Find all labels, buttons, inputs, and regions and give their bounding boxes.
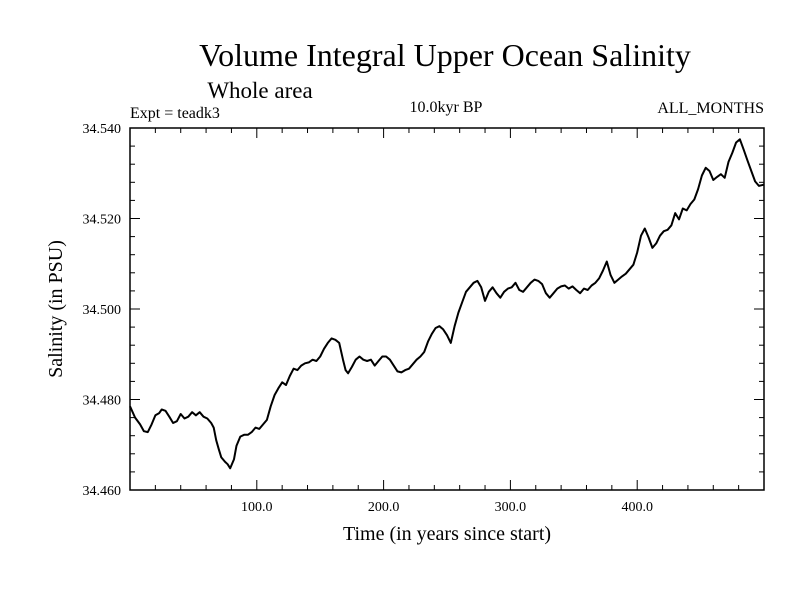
x-axis-label: Time (in years since start) bbox=[343, 523, 551, 545]
salinity-series-line bbox=[129, 138, 765, 470]
x-axis-tick-labels: 100.0 200.0 300.0 400.0 bbox=[241, 500, 653, 515]
plot-frame bbox=[129, 127, 765, 491]
months-label: ALL_MONTHS bbox=[657, 100, 764, 117]
y-axis-ticks bbox=[130, 127, 764, 491]
chart-title: Volume Integral Upper Ocean Salinity bbox=[199, 37, 691, 73]
experiment-label: Expt = teadk3 bbox=[130, 105, 220, 122]
y-tick-label: 34.540 bbox=[83, 122, 122, 137]
y-tick-label: 34.480 bbox=[83, 394, 122, 409]
x-tick-label: 300.0 bbox=[495, 500, 527, 515]
period-label: 10.0kyr BP bbox=[410, 99, 483, 116]
y-tick-label: 34.500 bbox=[83, 303, 122, 318]
x-tick-label: 200.0 bbox=[368, 500, 400, 515]
y-tick-label: 34.460 bbox=[83, 484, 122, 499]
y-axis-label: Salinity (in PSU) bbox=[45, 240, 67, 378]
y-axis-tick-labels: 34.460 34.480 34.500 34.520 34.540 bbox=[83, 122, 122, 499]
x-tick-label: 100.0 bbox=[241, 500, 273, 515]
y-tick-label: 34.520 bbox=[83, 213, 122, 228]
chart-subtitle: Whole area bbox=[207, 78, 312, 103]
x-tick-label: 400.0 bbox=[621, 500, 653, 515]
x-axis-ticks bbox=[154, 128, 740, 490]
